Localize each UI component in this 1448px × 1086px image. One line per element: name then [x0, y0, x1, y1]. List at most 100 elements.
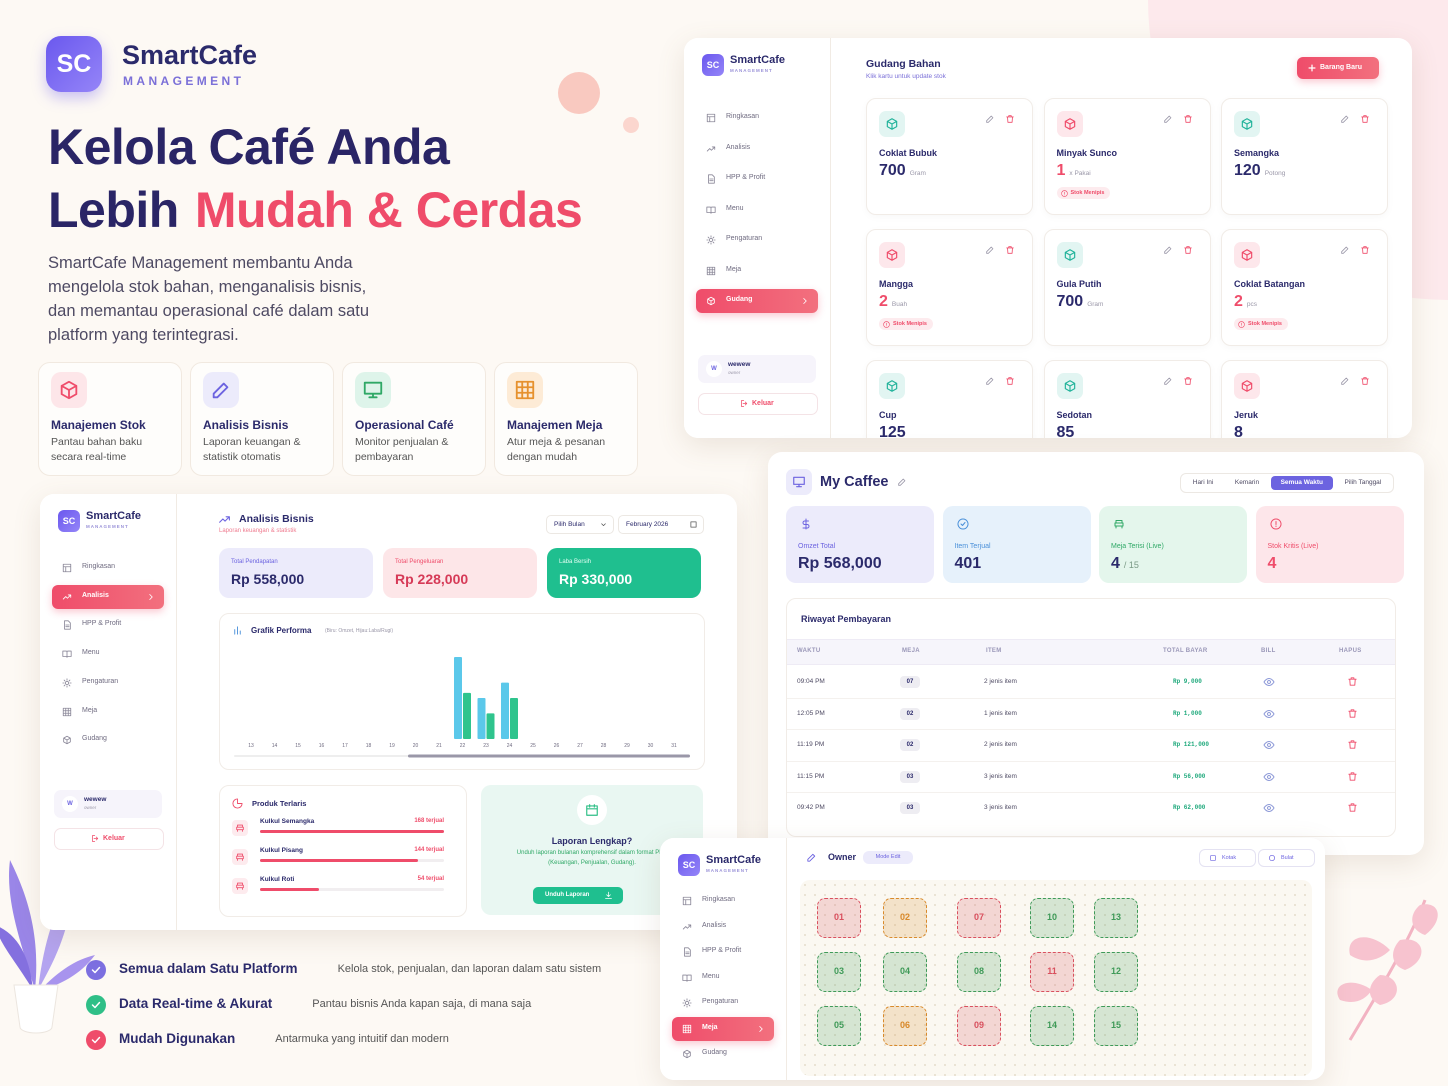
stock-quantity: 125: [879, 424, 906, 438]
cell-total: Rp 1,000: [1173, 709, 1202, 717]
nav-label: HPP & Profit: [82, 620, 122, 628]
summary-label: Laba Bersih: [559, 559, 592, 565]
stock-icon-glyph-shape: [886, 118, 898, 130]
nav-item[interactable]: Menu: [52, 642, 164, 666]
delete-icon-shape: [1361, 377, 1369, 385]
nav-item[interactable]: Pengaturan: [52, 671, 164, 695]
nav-item[interactable]: Gudang: [52, 728, 164, 752]
period-tab[interactable]: Kemarin: [1234, 479, 1260, 486]
nav-label: Meja: [82, 706, 98, 714]
month-select[interactable]: Pilih Bulan: [546, 515, 614, 534]
add-item-button[interactable]: Barang Baru: [1297, 57, 1379, 79]
period-tab[interactable]: Pilih Tanggal: [1344, 479, 1382, 486]
stock-qty: 125: [879, 424, 906, 438]
floor-table[interactable]: 11: [1030, 952, 1074, 992]
stock-card[interactable]: Jeruk 8: [1221, 360, 1388, 438]
nav-item[interactable]: Ringkasan: [696, 106, 818, 130]
feature-icon-glyph: [515, 380, 535, 400]
nav-item[interactable]: HPP & Profit: [672, 940, 774, 964]
nav-icon-shape: [63, 736, 71, 745]
product-name: Kulkul Pisang: [260, 847, 303, 854]
warning-icon: [1060, 189, 1068, 197]
edit-owner-icon: [807, 853, 816, 862]
stock-card[interactable]: Cup 125: [866, 360, 1033, 438]
cell-items: 1 jenis item: [984, 709, 1017, 717]
period-tab[interactable]: Semua Waktu: [1270, 476, 1333, 490]
nav-item[interactable]: Gudang: [696, 289, 818, 313]
floor-table[interactable]: 15: [1094, 1006, 1138, 1046]
floor-table[interactable]: 03: [817, 952, 861, 992]
x-tick-label: 14: [272, 743, 278, 749]
nav-icon: [706, 113, 716, 123]
delete-icon: [1361, 115, 1369, 123]
headline-line-1: Kelola Café Anda: [48, 119, 450, 175]
edit-title-icon-shape: [898, 478, 906, 486]
nav-item[interactable]: Analisis: [672, 915, 774, 939]
cell-items: 2 jenis item: [984, 678, 1017, 685]
nav-item[interactable]: Analisis: [696, 137, 818, 161]
date-input[interactable]: February 2026: [618, 515, 704, 534]
nav-item[interactable]: Pengaturan: [672, 991, 774, 1015]
download-report-button[interactable]: Unduh Laporan: [533, 887, 623, 904]
nav-item[interactable]: HPP & Profit: [696, 167, 818, 191]
floor-table[interactable]: 14: [1030, 1006, 1074, 1046]
column-header: WAKTU: [797, 648, 821, 654]
headline-line-2: Lebih Mudah & Cerdas: [48, 181, 583, 239]
nav-item[interactable]: Meja: [672, 1016, 774, 1041]
stock-card[interactable]: Coklat Batangan 2 pcs Stok Menipis: [1221, 229, 1388, 346]
nav-icon: [62, 650, 72, 658]
stock-icon: [1234, 111, 1260, 137]
nav-item[interactable]: Analisis: [52, 584, 164, 609]
feature-icon: [507, 372, 543, 408]
view-bill-icon: [1263, 678, 1275, 686]
add-round-button[interactable]: Bulat: [1258, 849, 1315, 867]
logout-button[interactable]: Keluar: [54, 828, 164, 850]
floor-table[interactable]: 13: [1094, 898, 1138, 938]
floor-table[interactable]: 09: [957, 1006, 1001, 1046]
stock-card[interactable]: Minyak Sunco 1 x Pakai Stok Menipis: [1043, 98, 1211, 215]
benefit-check-glyph-shape: [91, 1001, 101, 1009]
warning-icon-shape: [883, 320, 890, 328]
logout-button[interactable]: Keluar: [698, 393, 818, 415]
summary-value: Rp 330,000: [559, 571, 633, 587]
floor-table[interactable]: 10: [1030, 898, 1074, 938]
add-round-button-label: Bulat: [1281, 855, 1294, 861]
floor-table[interactable]: 02: [883, 898, 927, 938]
stock-icon-glyph: [886, 118, 898, 130]
nav-item[interactable]: Ringkasan: [52, 556, 164, 580]
period-tab[interactable]: Hari Ini: [1192, 479, 1214, 486]
analytics-panel: SC SmartCafe MANAGEMENT Ringkasan Analisis HP…: [40, 494, 737, 930]
nav-item[interactable]: Ringkasan: [672, 889, 774, 913]
nav-item[interactable]: Menu: [672, 966, 774, 990]
edit-icon-shape: [1341, 377, 1349, 385]
inventory-title: Gudang Bahan: [866, 58, 941, 70]
stock-card[interactable]: Coklat Bubuk 700 Gram: [866, 98, 1033, 215]
nav-icon: [706, 146, 716, 151]
nav-item[interactable]: Meja: [696, 259, 818, 283]
floor-table[interactable]: 07: [957, 898, 1001, 938]
nav-item[interactable]: Pengaturan: [696, 228, 818, 252]
floor-table[interactable]: 06: [883, 1006, 927, 1046]
add-square-button[interactable]: Kotak: [1199, 849, 1256, 867]
stock-card[interactable]: Sedotan 85: [1043, 360, 1211, 438]
stock-card[interactable]: Gula Putih 700 Gram: [1043, 229, 1211, 346]
floor-table[interactable]: 04: [883, 952, 927, 992]
sidebar-brand: SmartCafe: [730, 54, 786, 66]
nav-item[interactable]: Meja: [52, 700, 164, 724]
nav-item[interactable]: Menu: [696, 198, 818, 222]
floor-table[interactable]: 01: [817, 898, 861, 938]
select-caret-shape: [601, 523, 606, 526]
floor-table[interactable]: 05: [817, 1006, 861, 1046]
stat-label: Omzet Total: [798, 543, 836, 550]
benefit-check: [86, 1030, 106, 1050]
nav-icon-shape: [708, 174, 715, 184]
nav-item[interactable]: Gudang: [672, 1042, 774, 1066]
nav-item[interactable]: HPP & Profit: [52, 613, 164, 637]
products-icon: [232, 798, 243, 809]
floor-table[interactable]: 08: [957, 952, 1001, 992]
stock-card[interactable]: Semangka 120 Potong: [1221, 98, 1388, 215]
stock-unit: Buah: [891, 301, 908, 308]
stock-card[interactable]: Mangga 2 Buah Stok Menipis: [866, 229, 1033, 346]
floor-table[interactable]: 12: [1094, 952, 1138, 992]
product-bar: [260, 888, 320, 891]
